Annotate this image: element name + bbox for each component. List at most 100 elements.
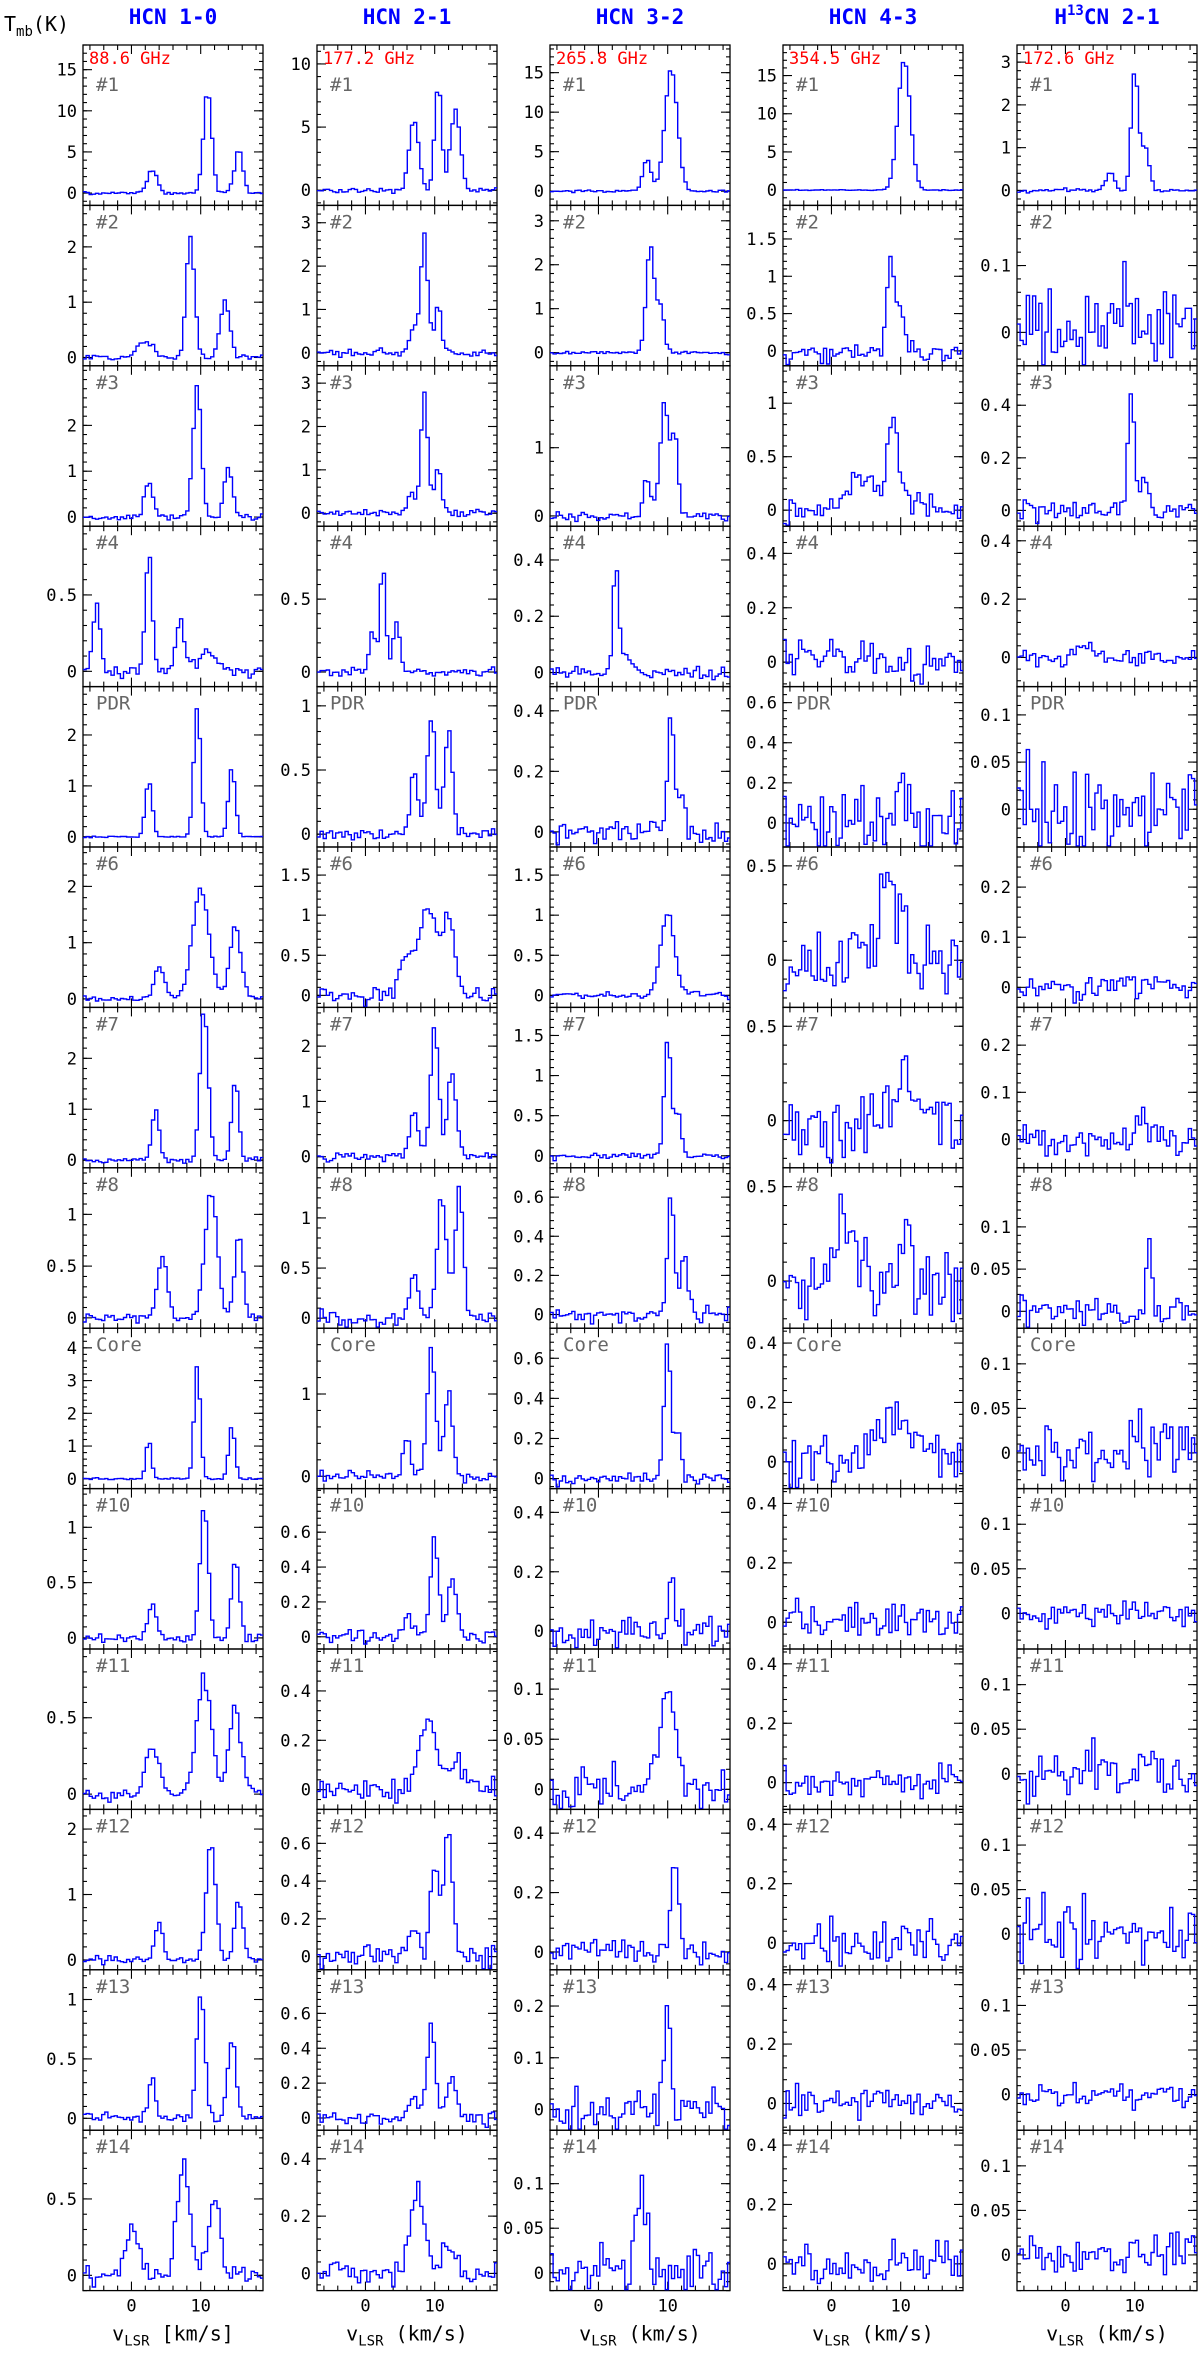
spectrum-line (1017, 1600, 1197, 1630)
spectrum-line (1017, 260, 1197, 366)
column-title: HCN 4-3 (829, 5, 918, 29)
y-tick-label: 0.2 (280, 1910, 311, 1930)
y-tick-label: 1 (534, 906, 544, 926)
panel-label: #11 (563, 1655, 597, 1677)
spectrum-panel: 0 0.2 0.4 0.6 PDR (746, 685, 964, 848)
y-tick-label: 0.5 (46, 2050, 77, 2070)
panel-label: PDR (96, 693, 131, 715)
spectrum-panel: 0 0.2 0.4 0.6 Core (513, 1327, 731, 1490)
spectrum-panel: 0 0.5 1 1.5 #6 (513, 846, 731, 1009)
panel-label: Core (1030, 1334, 1076, 1356)
y-tick-label: 0.6 (280, 2004, 311, 2024)
y-tick-label: 0 (534, 507, 544, 527)
y-tick-label: 1 (301, 1209, 311, 1229)
y-tick-label: 0 (67, 2266, 77, 2286)
spectrum-line (783, 2082, 963, 2121)
spectrum-panel: 0 0.5 #4 (46, 525, 264, 688)
y-tick-label: 0.1 (980, 1218, 1011, 1238)
y-tick-label: 0.4 (280, 1872, 311, 1892)
column-titles: HCN 1-0 HCN 2-1 HCN 3-2 HCN 4-3 H13CN 2-1 (129, 3, 1160, 29)
spectrum-line (317, 720, 497, 841)
y-tick-label: 1 (767, 394, 777, 414)
y-tick-label: 0 (67, 1785, 77, 1805)
spectrum-panel: 0 0.2 0.4 #11 (280, 1648, 498, 1811)
spectrum-panel: 0 1 2 3 4 Core (67, 1327, 264, 1490)
y-tick-label: 0 (767, 1112, 777, 1132)
spectrum-panel: 00.050.1#14 (970, 2129, 1198, 2292)
spectrum-panel: 0 1 Core (301, 1327, 498, 1490)
panel-frame (782, 44, 964, 207)
y-tick-label: 0 (534, 823, 544, 843)
y-tick-label: 0.1 (980, 1836, 1011, 1856)
y-tick-label: 0 (301, 1781, 311, 1801)
spectrum-line (1017, 2081, 1197, 2111)
panel-label: #14 (330, 2136, 364, 2158)
panel-label: #12 (1030, 1815, 1064, 1837)
y-tick-label: 1.5 (513, 1026, 544, 1046)
y-tick-label: 0.4 (746, 544, 777, 564)
panel-label: #1 (96, 74, 119, 96)
y-tick-label: 0.4 (513, 1227, 544, 1247)
y-tick-label: 0 (767, 653, 777, 673)
y-tick-label: 0.5 (513, 1107, 544, 1127)
spectrum-line (783, 416, 963, 526)
y-tick-label: 3 (301, 214, 311, 234)
spectrum-line (550, 1577, 730, 1649)
x-tick-label: 0 (360, 2297, 370, 2317)
y-tick-label: 0.2 (980, 878, 1011, 898)
spectrum-line (83, 1996, 263, 2123)
y-tick-label: 0 (534, 2101, 544, 2121)
y-tick-label: 0 (301, 1148, 311, 1168)
y-tick-label: 0.2 (513, 1429, 544, 1449)
spectrum-panel: 0 0.2 0.4 #12 (746, 1808, 964, 1971)
panel-label: #14 (96, 2136, 130, 2158)
y-tick-label: 1 (767, 267, 777, 287)
spectrum-panel: 0 0.2 0.4 #4 (513, 525, 731, 688)
y-tick-label: 0 (67, 184, 77, 204)
y-tick-label: 0.2 (980, 449, 1011, 469)
panel-label: #2 (796, 211, 819, 233)
panel-label: #12 (330, 1815, 364, 1837)
y-tick-label: 0 (1001, 2086, 1011, 2106)
y-tick-label: 0.1 (513, 1680, 544, 1700)
frequency-label: 88.6 GHz (89, 49, 171, 69)
spectrum-panel: 0 0.5 #14 (46, 2129, 264, 2292)
y-tick-label: 0.2 (513, 1997, 544, 2017)
y-tick-label: 0.2 (746, 1393, 777, 1413)
spectrum-line (317, 908, 497, 1008)
y-tick-label: 0 (767, 181, 777, 201)
panel-label: #8 (563, 1174, 586, 1196)
panel-label: #8 (96, 1174, 119, 1196)
column-title: HCN 2-1 (363, 5, 452, 29)
panel-label: #14 (796, 2136, 830, 2158)
frequency-label: 177.2 GHz (323, 49, 415, 69)
y-tick-label: 0.1 (513, 2049, 544, 2069)
y-tick-label: 0.1 (980, 928, 1011, 948)
spectrum-line (83, 556, 263, 680)
y-tick-label: 0.2 (746, 1714, 777, 1734)
y-tick-label: 0.05 (970, 1881, 1011, 1901)
spectrum-line (83, 1672, 263, 1803)
spectrum-line (550, 1041, 730, 1162)
y-tick-label: 0 (767, 1613, 777, 1633)
y-tick-label: 1 (67, 1991, 77, 2011)
y-tick-label: 0 (67, 349, 77, 369)
panel-label: #3 (796, 372, 819, 394)
y-tick-label: 2 (67, 1049, 77, 1069)
y-tick-label: 1 (67, 1205, 77, 1225)
y-tick-label: 0.2 (513, 1563, 544, 1583)
spectrum-panel: 0 0.2 0.4 #4 (746, 525, 964, 688)
y-tick-label: 0 (767, 1272, 777, 1292)
y-tick-label: 2 (67, 877, 77, 897)
spectrum-panel: 0 0.05 0.1 #10 (970, 1487, 1198, 1650)
y-tick-label: 0.4 (280, 2150, 311, 2170)
frequency-label: 172.6 GHz (1023, 49, 1115, 69)
y-tick-label: 0.4 (746, 1334, 777, 1354)
spectrum-panel: 0 0.2 0.4 #11 (746, 1648, 964, 1811)
spectrum-panel: 0 0.5 1 1.5 #2 (746, 204, 964, 367)
spectrum-line (317, 91, 497, 194)
column-title: H13CN 2-1 (1054, 3, 1159, 29)
spectrum-line (317, 572, 497, 677)
panel-label: #6 (1030, 853, 1053, 875)
y-tick-label: 0.5 (746, 448, 777, 468)
